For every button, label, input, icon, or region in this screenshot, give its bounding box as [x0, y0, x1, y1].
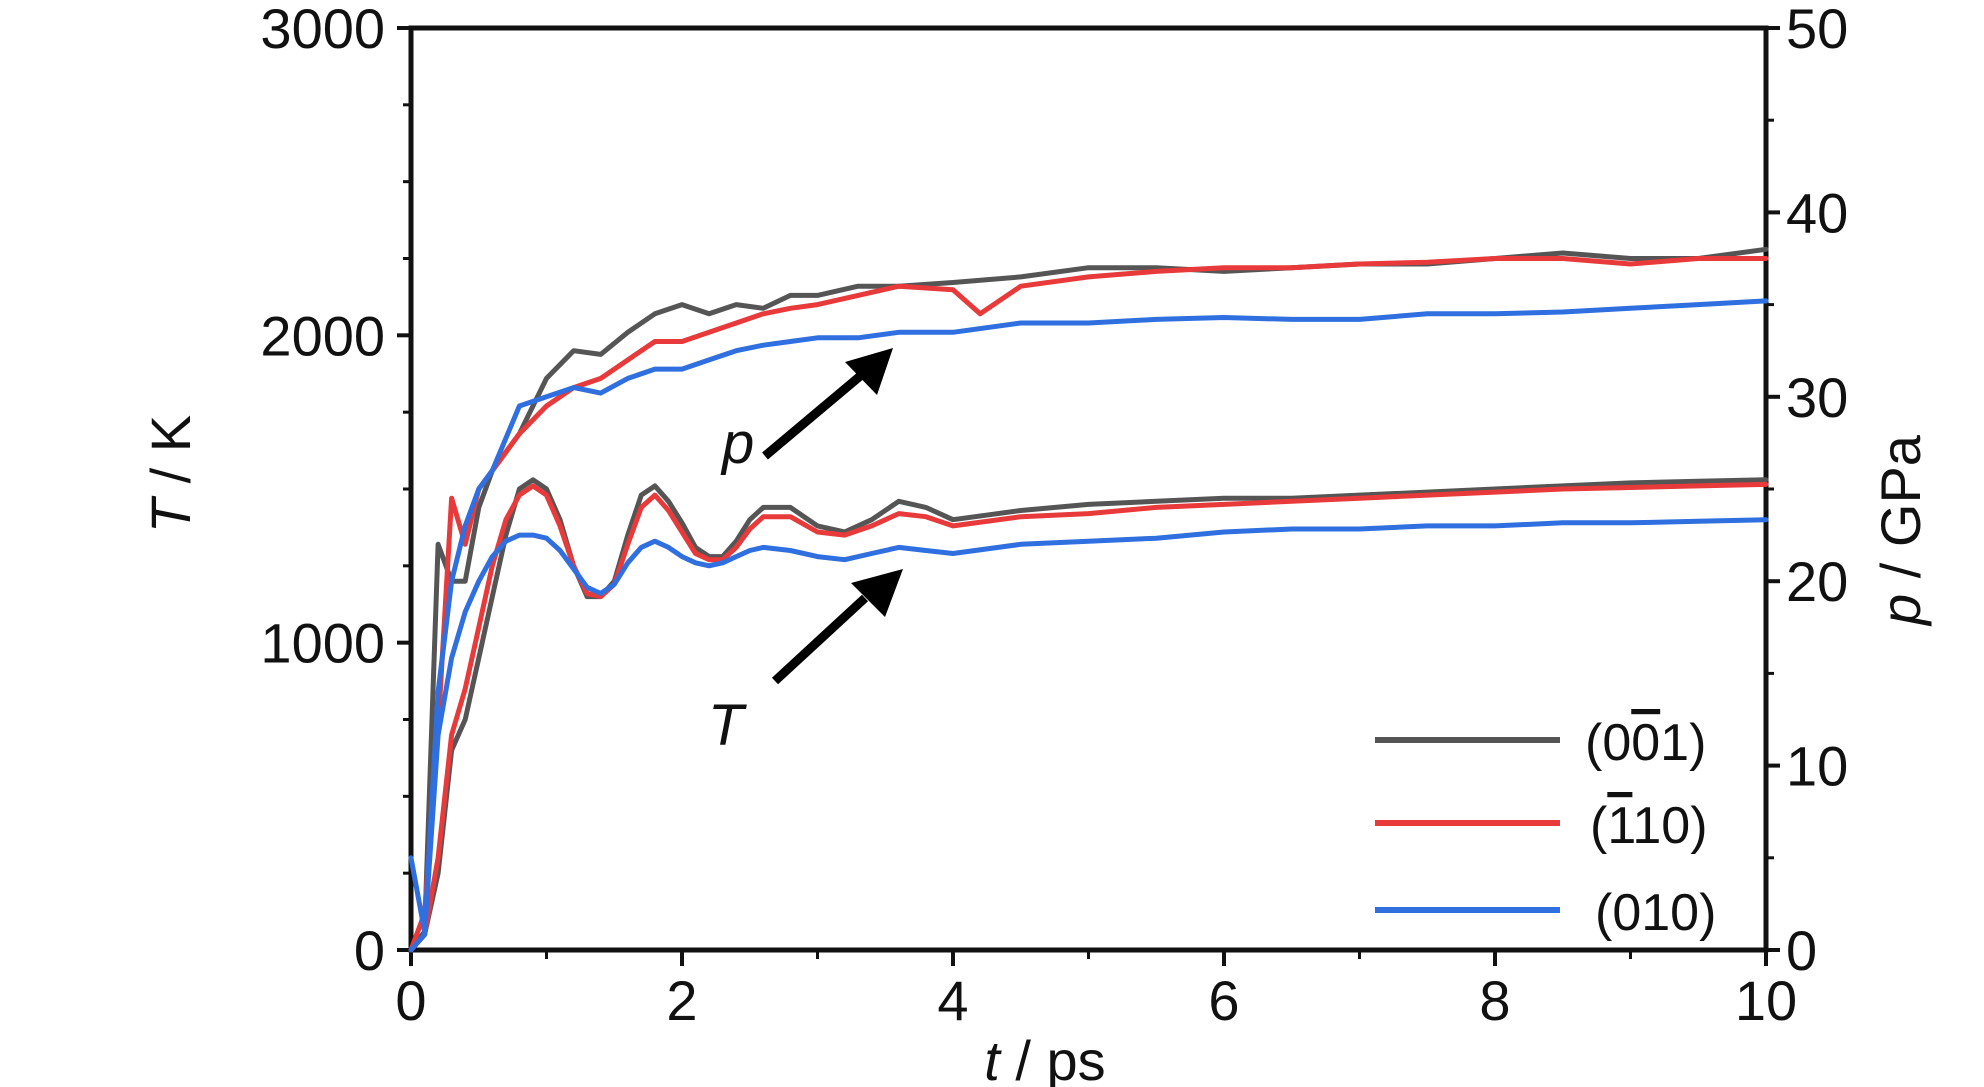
x-axis-var: t [984, 1029, 1002, 1087]
y-left-tick-label: 1000 [260, 612, 385, 675]
y-right-tick-label: 30 [1786, 366, 1848, 429]
y-right-tick-label: 10 [1786, 735, 1848, 798]
annotation-t-label: T [708, 693, 747, 758]
series-line-t-e83a3a [408, 481, 1769, 953]
y-right-axis-ticks: 0 10 20 30 40 50 [1766, 0, 1848, 982]
x-tick-label: 10 [1735, 969, 1797, 1032]
legend-item-1-10: (110) [1375, 797, 1708, 855]
y-right-tick-label: 20 [1786, 550, 1848, 613]
y-right-axis-unit: / GPa [1869, 434, 1932, 594]
annotation-p-arrowhead [845, 348, 893, 395]
annotation-p-label: p [720, 411, 754, 476]
x-axis-title: t / ps [984, 1029, 1105, 1087]
x-tick-label: 8 [1479, 969, 1510, 1032]
x-tick-label: 4 [937, 969, 968, 1032]
x-axis-ticks: 0 2 4 6 8 10 [395, 950, 1797, 1032]
x-tick-label: 2 [666, 969, 697, 1032]
x-axis-unit: / ps [1000, 1029, 1106, 1087]
legend-label-1-10-end: 10) [1632, 797, 1707, 855]
legend-label-1-10-bar: 1 [1607, 797, 1634, 855]
x-tick-label: 6 [1208, 969, 1239, 1032]
y-right-tick-label: 40 [1786, 181, 1848, 244]
series-line-p-2f6fe0 [408, 298, 1769, 935]
y-left-axis-title: T / K [139, 415, 202, 533]
series-layer [408, 246, 1769, 953]
legend-label-001-end: 1) [1660, 714, 1706, 772]
x-tick-label: 0 [395, 969, 426, 1032]
legend-label-1-10-main: ( [1590, 797, 1608, 855]
y-left-tick-label: 3000 [260, 0, 385, 60]
y-left-axis-var: T [139, 495, 202, 533]
y-left-tick-label: 2000 [260, 304, 385, 367]
series-line-t-2f6fe0 [408, 517, 1769, 953]
annotation-t-arrowhead [851, 569, 903, 617]
annotation-p: p [720, 348, 893, 476]
y-left-tick-label: 0 [354, 919, 385, 982]
y-right-axis-title: p / GPa [1869, 434, 1932, 627]
legend-label-001: (001) [1585, 714, 1706, 772]
y-left-axis-unit: / K [139, 415, 202, 499]
annotation-t: T [708, 569, 903, 758]
series-line-t-555555 [408, 477, 1769, 953]
legend: (001) (110) (010) [1375, 714, 1716, 942]
legend-item-010: (010) [1375, 884, 1716, 942]
legend-label-001-bar: 0 [1631, 714, 1660, 772]
y-right-tick-label: 0 [1786, 919, 1817, 982]
legend-item-001: (001) [1375, 714, 1706, 772]
series-line-p-555555 [408, 246, 1769, 953]
annotation-p-arrow [762, 368, 868, 460]
legend-label-010: (010) [1595, 884, 1716, 942]
y-right-tick-label: 50 [1786, 0, 1848, 60]
legend-label-001-main: (0 [1585, 714, 1631, 772]
legend-label-1-10: (110) [1590, 797, 1708, 855]
y-right-axis-var: p [1869, 594, 1932, 627]
annotation-t-arrow [771, 594, 869, 685]
series-line-p-e83a3a [408, 256, 1769, 953]
y-left-axis-ticks: 0 1000 2000 3000 [260, 0, 411, 982]
